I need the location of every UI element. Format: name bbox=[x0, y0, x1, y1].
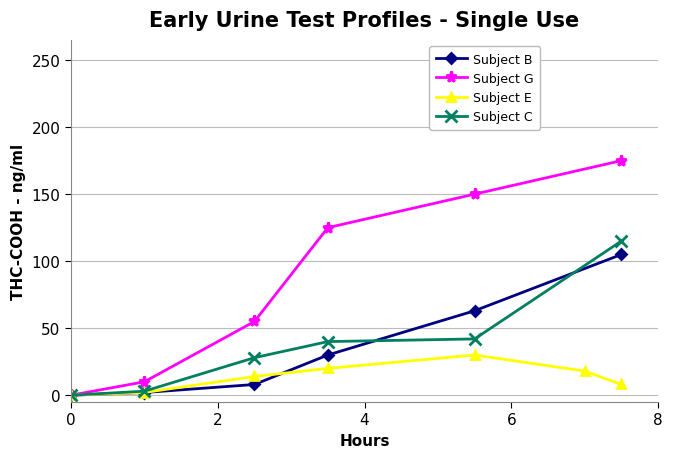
Subject G bbox=[324, 225, 332, 231]
Subject B bbox=[470, 308, 479, 314]
Title: Early Urine Test Profiles - Single Use: Early Urine Test Profiles - Single Use bbox=[150, 11, 580, 31]
Subject G bbox=[140, 379, 148, 385]
Subject C bbox=[67, 392, 75, 398]
Subject C bbox=[470, 336, 479, 342]
Subject E bbox=[470, 353, 479, 358]
Subject E bbox=[67, 392, 75, 398]
Subject B bbox=[324, 353, 332, 358]
Legend: Subject B, Subject G, Subject E, Subject C: Subject B, Subject G, Subject E, Subject… bbox=[429, 47, 540, 130]
Subject G bbox=[67, 392, 75, 398]
Subject G bbox=[250, 319, 258, 325]
X-axis label: Hours: Hours bbox=[339, 433, 390, 448]
Subject B bbox=[67, 392, 75, 398]
Subject C bbox=[140, 389, 148, 394]
Subject E bbox=[140, 390, 148, 396]
Line: Subject G: Subject G bbox=[65, 156, 627, 401]
Subject G bbox=[470, 192, 479, 197]
Subject B bbox=[250, 382, 258, 387]
Line: Subject B: Subject B bbox=[67, 252, 625, 399]
Y-axis label: THC-COOH - ng/ml: THC-COOH - ng/ml bbox=[11, 144, 26, 299]
Subject E bbox=[250, 374, 258, 380]
Subject C bbox=[324, 339, 332, 345]
Subject B bbox=[140, 390, 148, 396]
Subject C bbox=[617, 239, 625, 244]
Subject E bbox=[617, 382, 625, 387]
Subject B bbox=[617, 252, 625, 257]
Subject G bbox=[617, 158, 625, 164]
Line: Subject E: Subject E bbox=[67, 351, 625, 399]
Subject E bbox=[324, 366, 332, 371]
Subject E bbox=[580, 369, 588, 374]
Subject C bbox=[250, 355, 258, 361]
Line: Subject C: Subject C bbox=[65, 236, 627, 401]
